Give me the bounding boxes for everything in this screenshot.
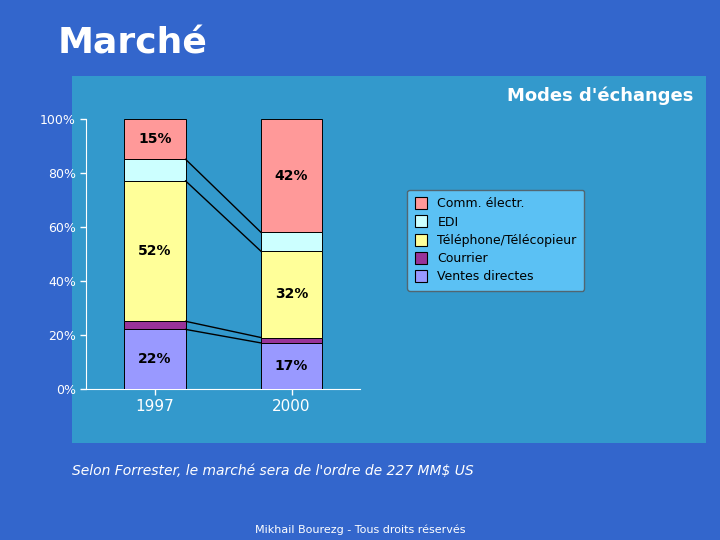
Text: Selon Forrester, le marché sera de l'ordre de 227 MM$ US: Selon Forrester, le marché sera de l'ord…	[72, 464, 474, 478]
Text: 17%: 17%	[275, 359, 308, 373]
Bar	[261, 251, 323, 338]
Bar	[261, 343, 323, 389]
Text: Marché: Marché	[58, 27, 207, 61]
Bar	[261, 232, 323, 251]
Bar	[124, 181, 186, 321]
Bar	[124, 329, 186, 389]
Bar	[124, 119, 186, 159]
Bar	[124, 159, 186, 181]
Text: 42%: 42%	[275, 168, 308, 183]
Legend: Comm. électr., EDI, Téléphone/Télécopieur, Courrier, Ventes directes: Comm. électr., EDI, Téléphone/Télécopieu…	[408, 190, 584, 291]
Bar	[261, 119, 323, 232]
Bar	[124, 321, 186, 329]
Text: 22%: 22%	[138, 352, 171, 366]
Text: 32%: 32%	[275, 287, 308, 301]
Text: 52%: 52%	[138, 244, 171, 258]
Text: Mikhail Bourezg - Tous droits réservés: Mikhail Bourezg - Tous droits réservés	[255, 524, 465, 535]
Text: Modes d'échanges: Modes d'échanges	[507, 86, 693, 105]
Bar	[261, 338, 323, 343]
Text: 15%: 15%	[138, 132, 171, 146]
